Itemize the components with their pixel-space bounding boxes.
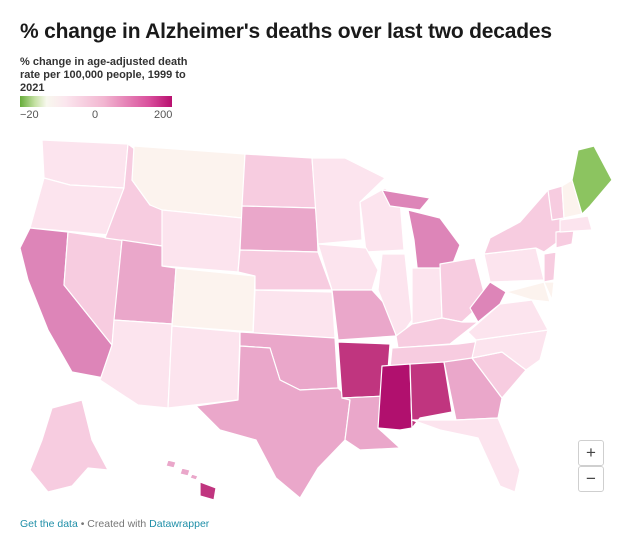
state-maryland[interactable] (505, 281, 551, 303)
footer-separator: • Created with (77, 518, 150, 530)
state-connecticut[interactable] (555, 229, 575, 249)
legend-tick-max: 200 (154, 109, 173, 121)
datawrapper-link[interactable]: Datawrapper (149, 518, 210, 530)
page-title: % change in Alzheimer's deaths over last… (20, 20, 552, 43)
legend-tick-zero: 0 (92, 109, 99, 121)
state-massachusetts[interactable] (559, 215, 593, 233)
state-maine[interactable] (571, 145, 613, 215)
state-mississippi[interactable] (377, 363, 413, 431)
us-choropleth-map[interactable] (0, 120, 634, 515)
state-wyoming[interactable] (161, 209, 243, 273)
state-north-dakota[interactable] (241, 153, 317, 209)
zoom-out-button[interactable]: − (578, 466, 604, 492)
state-iowa[interactable] (317, 243, 379, 291)
footer: Get the data • Created with Datawrapper (20, 518, 209, 530)
state-alabama[interactable] (409, 361, 453, 429)
state-south-dakota[interactable] (239, 205, 319, 253)
legend-title: % change in age-adjusted death rate per … (20, 56, 188, 94)
state-alaska[interactable] (29, 399, 109, 493)
state-indiana[interactable] (411, 267, 443, 325)
state-hawaii[interactable] (199, 481, 217, 501)
state-new-mexico[interactable] (167, 325, 241, 409)
state-new-jersey[interactable] (543, 251, 557, 283)
legend-tick-min: −20 (20, 109, 39, 121)
state-west-virginia[interactable] (469, 281, 507, 323)
get-data-link[interactable]: Get the data (20, 518, 78, 530)
state-colorado[interactable] (171, 267, 256, 333)
state-kansas[interactable] (252, 289, 336, 339)
state-delaware[interactable] (543, 281, 555, 301)
state-michigan-up[interactable] (381, 189, 431, 211)
zoom-in-button[interactable]: + (578, 440, 604, 466)
state-georgia[interactable] (443, 357, 503, 421)
state-hawaii-islands[interactable] (165, 459, 199, 481)
state-texas[interactable] (195, 345, 351, 499)
legend-color-scale (20, 96, 172, 107)
state-florida[interactable] (411, 417, 521, 493)
